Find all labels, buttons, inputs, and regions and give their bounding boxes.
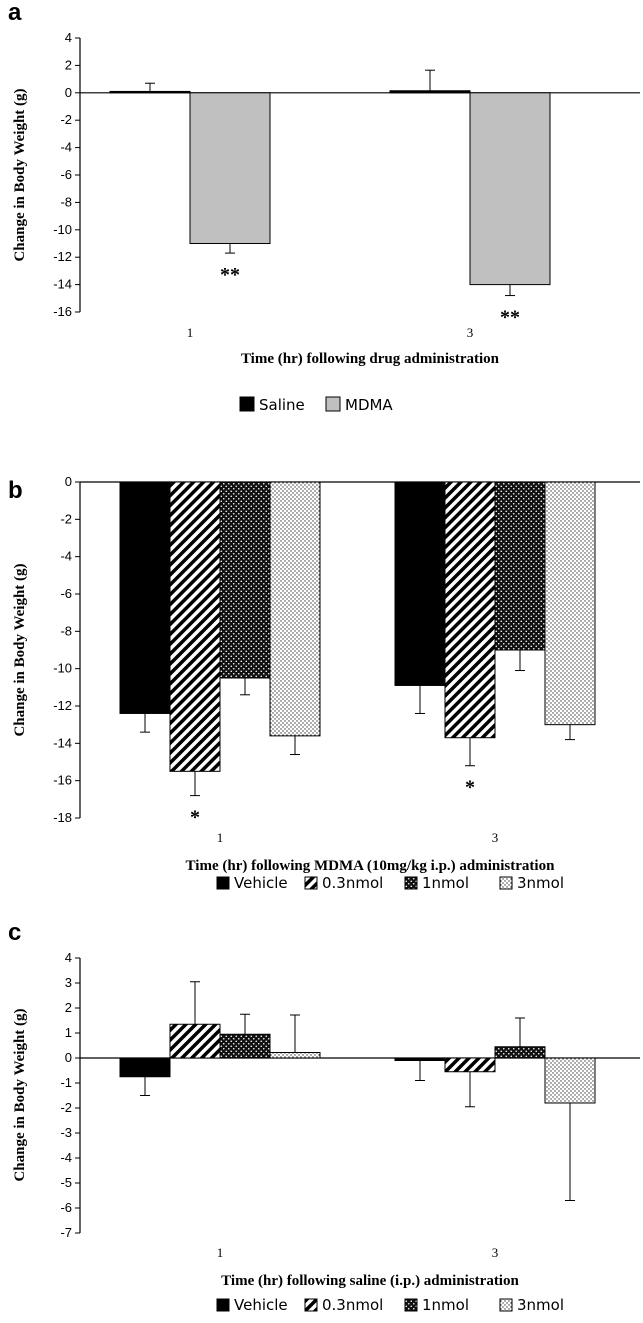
legend: Saline MDMA: [239, 396, 393, 414]
y-axis-label: Change in Body Weight (g): [12, 1008, 28, 1181]
x-tick-label: 3: [492, 830, 499, 845]
significance-marker: *: [190, 807, 200, 829]
bar-3nmol-1: [269, 1052, 321, 1059]
y-tick-label: -4: [60, 549, 72, 564]
legend-label: Saline: [259, 396, 305, 414]
bar-0.3nmol-1: [169, 1023, 221, 1059]
y-tick-label: -6: [60, 167, 72, 182]
legend-label: 1nmol: [422, 874, 469, 892]
y-tick-label: -3: [60, 1125, 72, 1140]
bar-1nmol-1: [219, 481, 271, 679]
y-tick-label: -12: [53, 249, 72, 264]
legend-swatch-Vehicle: [216, 1298, 230, 1312]
bar-MDMA-1: [189, 92, 271, 244]
bar-0.3nmol-1: [169, 481, 221, 772]
legend-swatch-0.3nmol: [304, 1298, 318, 1312]
legend-label: 3nmol: [517, 1296, 564, 1314]
bar-3nmol-3: [544, 1057, 596, 1104]
bar-Saline-3: [389, 90, 471, 94]
bar-1nmol-3: [494, 481, 546, 651]
y-tick-label: 1: [65, 1025, 72, 1040]
y-axis-label: Change in Body Weight (g): [12, 88, 28, 261]
bar-1nmol-3: [494, 1046, 546, 1059]
y-tick-label: -7: [60, 1225, 72, 1240]
legend-label: MDMA: [345, 396, 393, 414]
y-tick-label: -2: [60, 1100, 72, 1115]
panel-letter: b: [8, 477, 23, 504]
bar-MDMA-3: [469, 92, 551, 286]
panel-letter: c: [8, 919, 21, 946]
x-axis-label: Time (hr) following saline (i.p.) admini…: [221, 1273, 519, 1289]
y-tick-label: -8: [60, 194, 72, 209]
bar-Vehicle-3: [394, 481, 446, 686]
y-tick-label: -10: [53, 222, 72, 237]
y-tick-label: -14: [53, 735, 72, 750]
bar-0.3nmol-3: [444, 1057, 496, 1073]
legend-swatch-3nmol: [499, 1298, 513, 1312]
significance-marker: *: [465, 777, 475, 799]
legend-swatch-Saline: [239, 396, 255, 412]
bar-Vehicle-3: [394, 1057, 446, 1061]
bar-3nmol-1: [269, 481, 321, 737]
legend: Vehicle 0.3nmol 1nmol 3nmol: [216, 874, 564, 892]
x-tick-label: 1: [217, 830, 224, 845]
y-tick-label: 3: [65, 975, 72, 990]
chart-panel-b: b 0 -2 -4 -6 -8 -10 -12 -14 -16 -18 * * 1 3 Time (hr) f…: [8, 474, 640, 892]
bar-0.3nmol-3: [444, 481, 496, 739]
x-tick-label: 3: [467, 325, 474, 340]
y-tick-label: -1: [60, 1075, 72, 1090]
y-tick-label: -8: [60, 623, 72, 638]
chart-panel-a: a 4 2 0 -2 -4 -6 -8 -10 -12 -14 -16 ** ** 1 3 Time (hr) …: [8, 0, 640, 414]
legend-label: Vehicle: [234, 1296, 288, 1314]
y-tick-label: -12: [53, 698, 72, 713]
significance-marker: **: [500, 307, 520, 329]
y-tick-label: -2: [60, 511, 72, 526]
y-tick-label: -4: [60, 140, 72, 155]
y-tick-label: -4: [60, 1150, 72, 1165]
x-axis-label: Time (hr) following drug administration: [241, 351, 500, 367]
y-tick-label: 0: [65, 1050, 72, 1065]
bar-3nmol-3: [544, 481, 596, 726]
y-tick-label: -6: [60, 1200, 72, 1215]
chart-panel-c: c 4 3 2 1 0 -1 -2 -3 -4 -5 -6 -7 1 3 Time (hr) followin…: [8, 919, 640, 1314]
x-tick-label: 3: [492, 1245, 499, 1260]
y-tick-label: -6: [60, 586, 72, 601]
significance-marker: **: [220, 264, 240, 286]
panel-letter: a: [8, 0, 22, 26]
legend: Vehicle 0.3nmol 1nmol 3nmol: [216, 1296, 564, 1314]
y-axis-label: Change in Body Weight (g): [12, 563, 28, 736]
y-tick-label: -18: [53, 810, 72, 825]
legend-label: 3nmol: [517, 874, 564, 892]
legend-swatch-1nmol: [404, 876, 418, 890]
bar-Vehicle-1: [119, 481, 171, 714]
bar-Vehicle-1: [119, 1057, 171, 1078]
legend-label: 1nmol: [422, 1296, 469, 1314]
x-tick-label: 1: [217, 1245, 224, 1260]
legend-swatch-MDMA: [325, 396, 341, 412]
y-tick-label: -2: [60, 112, 72, 127]
y-tick-label: -16: [53, 773, 72, 788]
y-tick-label: 0: [65, 85, 72, 100]
legend-swatch-Vehicle: [216, 876, 230, 890]
y-tick-label: 2: [65, 1000, 72, 1015]
y-tick-label: -10: [53, 661, 72, 676]
bar-Saline-1: [109, 90, 191, 94]
y-tick-label: 4: [65, 950, 72, 965]
y-tick-label: -14: [53, 277, 72, 292]
legend-swatch-0.3nmol: [304, 876, 318, 890]
y-tick-label: -16: [53, 304, 72, 319]
y-tick-label: 2: [65, 57, 72, 72]
bar-1nmol-1: [219, 1033, 271, 1059]
y-tick-label: 4: [65, 30, 72, 45]
legend-label: 0.3nmol: [322, 1296, 383, 1314]
legend-swatch-3nmol: [499, 876, 513, 890]
legend-swatch-1nmol: [404, 1298, 418, 1312]
x-axis-label: Time (hr) following MDMA (10mg/kg i.p.) …: [186, 858, 556, 874]
y-tick-label: -5: [60, 1175, 72, 1190]
x-tick-label: 1: [187, 325, 194, 340]
y-tick-label: 0: [65, 474, 72, 489]
legend-label: Vehicle: [234, 874, 288, 892]
legend-label: 0.3nmol: [322, 874, 383, 892]
